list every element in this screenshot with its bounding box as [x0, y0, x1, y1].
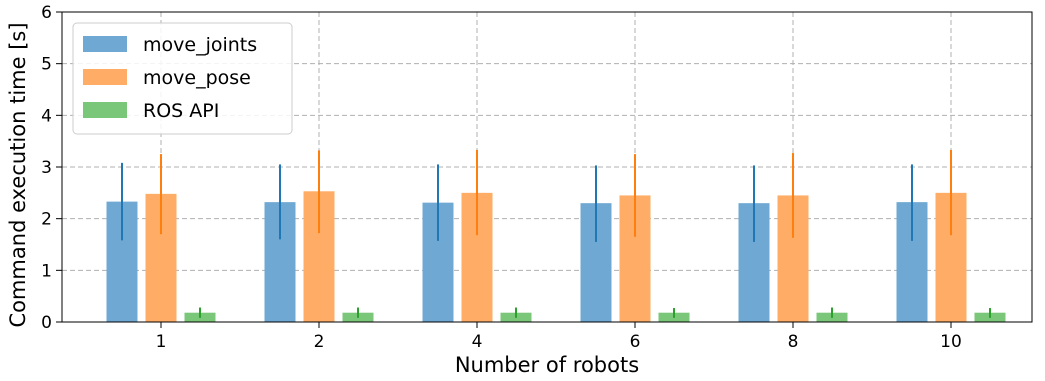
plot-frame	[61, 11, 1033, 323]
bars	[106, 191, 1006, 322]
x-tick-label: 4	[472, 332, 483, 352]
x-tick-label: 2	[314, 332, 325, 352]
x-tick-label: 10	[940, 332, 962, 352]
x-tick-label: 1	[156, 332, 167, 352]
y-axis-title: Command execution time [s]	[6, 22, 30, 327]
legend-swatch	[83, 36, 127, 52]
y-tick-label: 0	[41, 313, 52, 333]
y-tick-label: 3	[41, 158, 52, 178]
y-tick-label: 2	[41, 210, 52, 230]
legend-box	[72, 22, 293, 135]
y-tick-label: 1	[41, 261, 52, 281]
error-bars	[121, 149, 991, 318]
axes: 0 1 2 3 4 5 6 1 2 4 6 8 10	[41, 3, 1033, 352]
y-tick-label: 5	[41, 55, 52, 75]
legend: move_joints move_pose ROS API	[72, 22, 293, 135]
y-tick-label: 6	[41, 3, 52, 23]
x-tick-label: 6	[630, 332, 641, 352]
x-tick-label: 8	[788, 332, 799, 352]
legend-label: move_pose	[143, 67, 251, 89]
legend-swatch	[83, 102, 127, 118]
legend-swatch	[83, 69, 127, 85]
legend-label: move_joints	[143, 34, 257, 56]
legend-label: ROS API	[143, 100, 219, 122]
y-tick-label: 4	[41, 106, 52, 126]
x-axis-title: Number of robots	[455, 353, 639, 377]
